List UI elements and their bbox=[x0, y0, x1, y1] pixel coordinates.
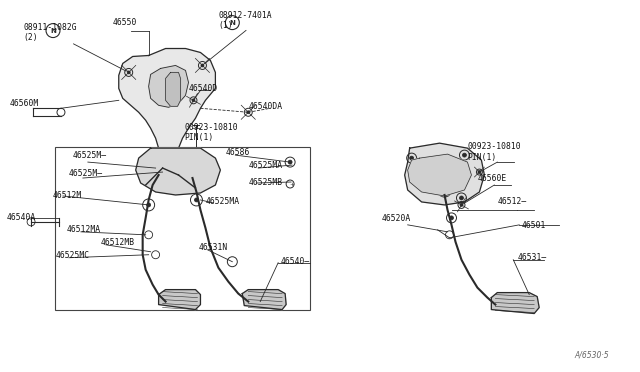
Text: N: N bbox=[50, 28, 56, 33]
Text: 00923-10810
PIN(1): 00923-10810 PIN(1) bbox=[184, 122, 238, 142]
Text: 46550: 46550 bbox=[113, 18, 137, 27]
Text: 46531―: 46531― bbox=[517, 253, 547, 262]
Text: 46540A: 46540A bbox=[6, 214, 35, 222]
Polygon shape bbox=[408, 154, 472, 196]
Circle shape bbox=[198, 153, 202, 157]
Circle shape bbox=[478, 170, 481, 174]
Bar bbox=[55, 147, 310, 310]
Circle shape bbox=[177, 173, 180, 177]
Circle shape bbox=[195, 198, 198, 202]
Text: 46531N: 46531N bbox=[198, 243, 228, 252]
Circle shape bbox=[449, 216, 454, 220]
Text: 46525M―: 46525M― bbox=[73, 151, 107, 160]
Text: 46586: 46586 bbox=[225, 148, 250, 157]
Text: 46560M: 46560M bbox=[9, 99, 38, 108]
Polygon shape bbox=[159, 290, 200, 310]
Circle shape bbox=[247, 111, 250, 114]
Text: A/6530·5: A/6530·5 bbox=[574, 350, 609, 359]
Circle shape bbox=[147, 203, 150, 207]
Text: N: N bbox=[229, 20, 236, 26]
Circle shape bbox=[191, 186, 195, 190]
Text: 46560E: 46560E bbox=[477, 173, 507, 183]
Text: +: + bbox=[290, 182, 294, 186]
Circle shape bbox=[442, 187, 447, 193]
Text: 46512MA: 46512MA bbox=[67, 225, 101, 234]
Polygon shape bbox=[148, 65, 189, 107]
Polygon shape bbox=[166, 73, 180, 106]
Circle shape bbox=[192, 99, 195, 102]
Text: 46540D: 46540D bbox=[189, 84, 218, 93]
Text: 46525MA: 46525MA bbox=[248, 161, 282, 170]
Polygon shape bbox=[404, 143, 484, 205]
Circle shape bbox=[161, 166, 164, 170]
Text: 46540DA: 46540DA bbox=[248, 102, 282, 111]
Circle shape bbox=[288, 160, 292, 164]
Circle shape bbox=[410, 156, 413, 160]
Text: 46525MA: 46525MA bbox=[205, 198, 239, 206]
Polygon shape bbox=[119, 48, 216, 158]
Text: 46520A: 46520A bbox=[382, 214, 411, 223]
Text: 08912-7401A
(1): 08912-7401A (1) bbox=[218, 11, 272, 31]
Text: 46512MB: 46512MB bbox=[101, 238, 135, 247]
Circle shape bbox=[127, 71, 130, 74]
Polygon shape bbox=[243, 290, 286, 310]
Circle shape bbox=[463, 153, 467, 157]
Text: 00923-10810
PIN(1): 00923-10810 PIN(1) bbox=[467, 142, 521, 162]
Circle shape bbox=[154, 153, 157, 157]
Circle shape bbox=[460, 196, 463, 200]
Text: 46525M―: 46525M― bbox=[69, 169, 103, 177]
Text: 46512M: 46512M bbox=[53, 192, 83, 201]
Circle shape bbox=[460, 203, 463, 206]
Text: 08911-1082G
(2): 08911-1082G (2) bbox=[23, 23, 77, 42]
Text: 46525MB: 46525MB bbox=[248, 177, 282, 186]
Text: 46512―: 46512― bbox=[497, 198, 527, 206]
Text: 46540―: 46540― bbox=[280, 257, 309, 266]
Polygon shape bbox=[492, 293, 539, 314]
Text: 46501: 46501 bbox=[521, 221, 546, 230]
Text: 46525MC: 46525MC bbox=[56, 251, 90, 260]
Circle shape bbox=[201, 64, 204, 67]
Polygon shape bbox=[136, 148, 220, 195]
